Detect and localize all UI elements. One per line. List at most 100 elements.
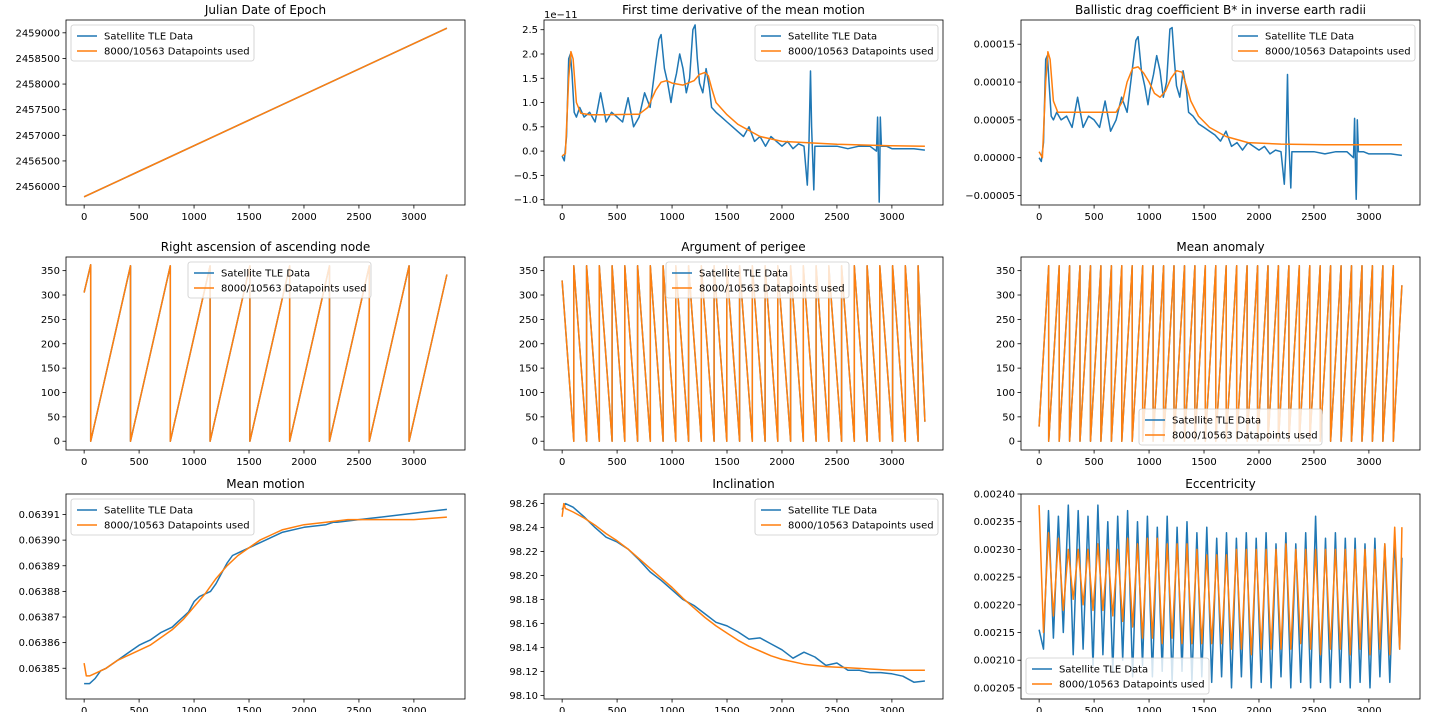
x-tick-label: 500 <box>1085 457 1104 468</box>
series-line-datapoints-used <box>561 50 925 157</box>
legend: Satellite TLE Data 8000/10563 Datapoints … <box>1025 657 1210 695</box>
x-tick-label: 2500 <box>1301 706 1326 712</box>
series-layer <box>83 264 448 442</box>
x-tick-label: 2500 <box>346 457 371 468</box>
legend-label: Satellite TLE Data <box>1172 416 1261 427</box>
y-tick-label: 1.0 <box>522 98 538 109</box>
y-tick-label: 0.06390 <box>19 536 60 547</box>
y-tick-label: 200 <box>996 339 1015 350</box>
y-tick-label: 0.00210 <box>974 656 1015 667</box>
x-tick-label: 3000 <box>401 212 426 223</box>
series-line-datapoints-used <box>83 27 448 198</box>
y-tick-label: 0.00220 <box>974 600 1015 611</box>
chart-title: Ballistic drag coefficient B* in inverse… <box>1075 3 1366 17</box>
y-tick-label: 300 <box>41 291 60 302</box>
x-tick-label: 500 <box>608 212 627 223</box>
x-tick-label: 3000 <box>879 706 904 712</box>
legend: Satellite TLE Data 8000/10563 Datapoints … <box>754 24 939 62</box>
series-layer <box>561 502 925 683</box>
legend-label: 8000/10563 Datapoints used <box>221 284 367 295</box>
series-line-satellite-tle <box>561 502 925 683</box>
x-tick-label: 1000 <box>659 706 684 712</box>
x-tick-label: 3000 <box>1356 457 1381 468</box>
series-line-satellite-tle <box>1038 26 1403 201</box>
x-tick-label: 500 <box>130 706 149 712</box>
y-tick-label: 0 <box>54 437 60 448</box>
x-tick-label: 3000 <box>1356 212 1381 223</box>
series-layer <box>83 27 448 198</box>
chart-title: Argument of perigee <box>681 240 805 254</box>
x-tick-label: 1500 <box>236 457 261 468</box>
axes-frame <box>543 256 944 451</box>
x-tick-label: 1000 <box>659 457 684 468</box>
series-line-datapoints-used <box>83 516 447 677</box>
axes-frame <box>543 19 944 206</box>
series-layer <box>1038 504 1403 689</box>
legend-label: 8000/10563 Datapoints used <box>1265 47 1411 58</box>
x-tick-label: 1500 <box>714 457 739 468</box>
x-tick-label: 2000 <box>1246 706 1271 712</box>
chart-title: Mean anomaly <box>1176 240 1264 254</box>
series-layer <box>83 508 447 685</box>
chart-title: Inclination <box>712 477 774 491</box>
x-tick-label: 1500 <box>236 706 261 712</box>
y-tick-label: 0.0 <box>522 147 538 158</box>
x-tick-label: 0 <box>559 457 565 468</box>
y-tick-label: 2458000 <box>15 80 60 91</box>
x-tick-label: 1500 <box>714 212 739 223</box>
y-tick-label: 0.06386 <box>19 638 60 649</box>
subplot-ballistic-drag-coefficient-b-in-inverse-earth-radii: Ballistic drag coefficient B* in inverse… <box>965 3 1421 223</box>
axes-frame <box>65 256 466 451</box>
x-tick-label: 500 <box>608 457 627 468</box>
legend: Satellite TLE Data 8000/10563 Datapoints … <box>754 498 939 536</box>
x-tick-label: 1500 <box>1191 212 1216 223</box>
legend-box <box>1138 408 1323 446</box>
y-tick-label: 98.20 <box>509 571 538 582</box>
series-line-datapoints-used <box>561 265 926 442</box>
y-tick-label: 1.5 <box>522 74 538 85</box>
x-tick-label: 2000 <box>291 212 316 223</box>
legend-label: Satellite TLE Data <box>104 506 193 517</box>
x-tick-label: 2500 <box>1301 457 1326 468</box>
subplot-julian-date-of-epoch: Julian Date of Epoch 0 500 1000 1500 2000 2500… <box>15 3 466 223</box>
x-tick-label: 2500 <box>346 212 371 223</box>
legend-box <box>754 498 939 536</box>
y-tick-label: 0.00000 <box>974 153 1015 164</box>
x-tick-label: 500 <box>1085 212 1104 223</box>
y-tick-label: 2.5 <box>522 25 538 36</box>
axes-frame <box>65 19 466 206</box>
y-tick-label: 300 <box>519 291 538 302</box>
subplot-inclination: Inclination 0 500 1000 1500 2000 2500 3000 98.10… <box>509 477 944 712</box>
legend-label: 8000/10563 Datapoints used <box>104 521 250 532</box>
x-tick-label: 2000 <box>769 457 794 468</box>
y-tick-label: 2457500 <box>15 105 60 116</box>
x-tick-label: 0 <box>81 457 87 468</box>
y-tick-label: 0.06388 <box>19 587 60 598</box>
y-tick-label: 150 <box>41 364 60 375</box>
x-tick-label: 3000 <box>401 457 426 468</box>
legend-label: Satellite TLE Data <box>1265 32 1354 43</box>
legend: Satellite TLE Data 8000/10563 Datapoints … <box>665 261 850 299</box>
y-tick-label: 98.14 <box>509 643 538 654</box>
series-layer <box>1038 26 1403 201</box>
series-line-satellite-tle <box>84 508 447 685</box>
y-tick-label: 0 <box>532 437 538 448</box>
series-line-datapoints-used <box>1038 265 1403 442</box>
y-tick-label: 0.00215 <box>974 628 1015 639</box>
legend: Satellite TLE Data 8000/10563 Datapoints … <box>70 498 255 536</box>
x-tick-label: 500 <box>130 457 149 468</box>
y-tick-label: 350 <box>519 266 538 277</box>
y-tick-label: 100 <box>519 388 538 399</box>
x-tick-label: 1000 <box>1136 706 1161 712</box>
legend: Satellite TLE Data 8000/10563 Datapoints … <box>187 261 372 299</box>
x-tick-label: 2000 <box>291 706 316 712</box>
x-tick-label: 3000 <box>1356 706 1381 712</box>
series-line-satellite-tle <box>561 24 925 203</box>
series-line-datapoints-used <box>561 502 925 671</box>
x-tick-label: 1000 <box>181 212 206 223</box>
subplot-mean-anomaly: Mean anomaly 0 500 1000 1500 2000 2500 3000 0 50 1… <box>996 240 1421 468</box>
x-tick-label: 0 <box>559 706 565 712</box>
y-tick-label: 0 <box>1009 437 1015 448</box>
y-tick-label: 98.26 <box>509 499 538 510</box>
